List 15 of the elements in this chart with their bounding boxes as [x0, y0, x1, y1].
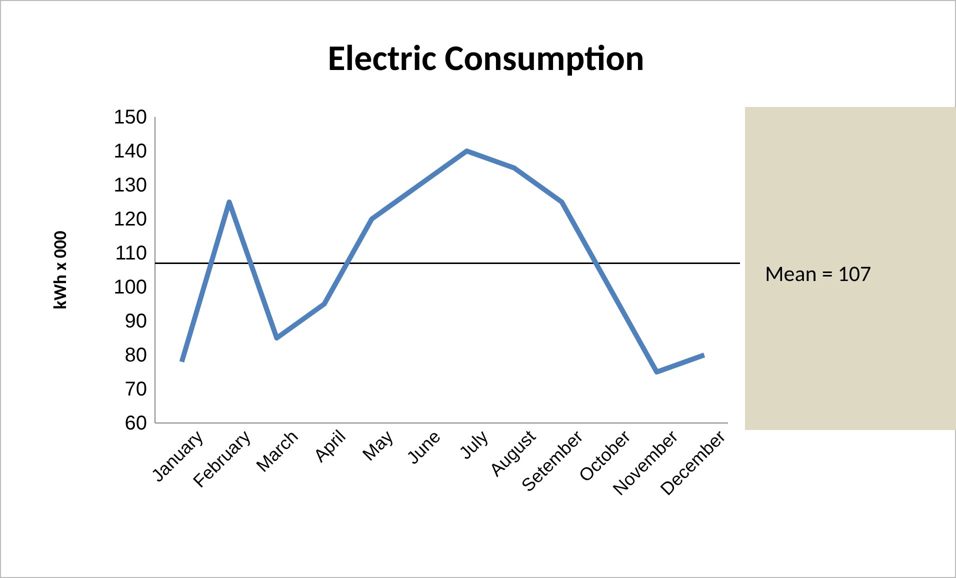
- x-tick-label: July: [455, 426, 492, 464]
- y-tick-label: 120: [114, 208, 147, 230]
- y-tick-label: 70: [124, 378, 147, 400]
- y-tick-label: 90: [124, 310, 147, 332]
- y-tick-label: 110: [115, 242, 147, 264]
- y-tick-label: 80: [124, 344, 147, 366]
- y-tick-label: 150: [114, 106, 147, 128]
- y-axis-title: kWh x 000: [49, 230, 71, 310]
- y-tick-label: 60: [124, 412, 147, 434]
- x-tick-label: May: [358, 426, 397, 465]
- ref-line-label: Mean = 107: [765, 260, 872, 288]
- chart-title: Electric Consumption: [328, 36, 644, 80]
- y-tick-label: 100: [114, 276, 147, 298]
- y-tick-label: 140: [114, 140, 147, 162]
- y-tick-label: 130: [114, 174, 147, 196]
